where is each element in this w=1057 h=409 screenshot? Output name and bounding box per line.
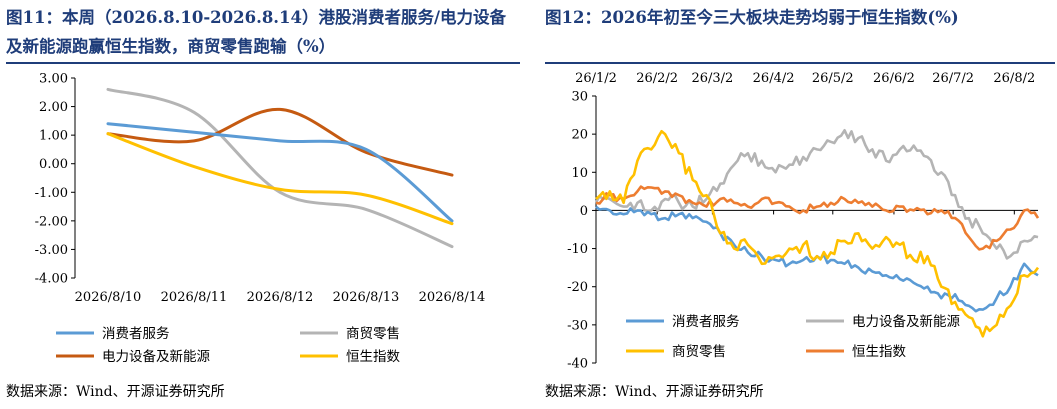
left-legend-power-equipment-label: 电力设备及新能源 [102,348,210,365]
right-y-tick-label: -30 [567,318,588,333]
right-legend-hang-seng-label: 恒生指数 [852,344,906,360]
left-y-tick-label: -3.00 [35,243,68,258]
left-y-tick-label: 1.00 [39,129,68,144]
left-source-note: 数据来源：Wind、开源证券研究所 [6,384,225,400]
right-x-tick-label: 26/6/2 [873,71,915,86]
right-series-line-1 [594,129,1039,260]
left-title-rule [6,62,520,64]
left-legend-retail-label: 商贸零售 [346,326,400,342]
left-y-tick-label: 3.00 [39,72,68,87]
left-y-tick-label: 2.00 [39,100,68,115]
right-x-tick-label: 26/4/2 [753,71,795,86]
right-y-tick-label: 30 [571,90,588,105]
right-legend-power-equipment-label: 电力设备及新能源 [852,313,960,330]
left-series-line-2 [106,107,454,177]
right-source-note: 数据来源：Wind、开源证券研究所 [545,384,764,400]
right-x-tick-label: 26/3/2 [691,71,733,86]
left-series-line-0 [106,122,454,223]
left-x-tick-label: 2026/8/13 [333,290,400,305]
left-x-tick-label: 2026/8/10 [75,290,142,305]
right-legend-retail-label: 商贸零售 [672,344,726,360]
right-y-tick-label: 20 [571,128,588,143]
left-legend-consumer-services-label: 消费者服务 [102,326,170,342]
left-y-tick-label: -1.00 [35,186,68,201]
right-x-tick-label: 26/8/2 [993,71,1035,86]
left-series-line-1 [106,87,454,249]
right-series-line-2 [595,130,1040,338]
right-x-tick-label: 26/5/2 [812,71,854,86]
right-x-tick-label: 26/1/2 [575,71,617,86]
left-x-tick-label: 2026/8/14 [419,290,486,305]
right-y-tick-label: 0 [580,204,588,219]
right-y-tick-label: -10 [567,242,588,257]
right-series-line-3 [595,185,1040,251]
right-x-tick-label: 26/2/2 [636,71,678,86]
left-legend-hang-seng-label: 恒生指数 [346,349,400,365]
right-y-tick-label: -20 [567,280,588,295]
right-legend-consumer-services-label: 消费者服务 [672,314,740,330]
right-y-tick-label: 10 [571,166,588,181]
right-figure-title: 图12：2026年初至今三大板块走势均弱于恒生指数(%) [545,8,959,27]
left-y-tick-label: -4.00 [35,272,68,287]
left-figure-title: 图11：本周（2026.8.10-2026.8.14）港股消费者服务/电力设备及… [6,8,507,56]
right-y-tick-label: -40 [567,357,588,372]
right-x-tick-label: 26/7/2 [932,71,974,86]
left-y-tick-label: 0.00 [39,157,68,172]
left-x-tick-label: 2026/8/12 [247,290,314,305]
left-x-tick-label: 2026/8/11 [161,290,228,305]
left-series-line-3 [106,132,454,226]
left-y-tick-label: -2.00 [35,214,68,229]
right-title-rule [545,62,1055,64]
